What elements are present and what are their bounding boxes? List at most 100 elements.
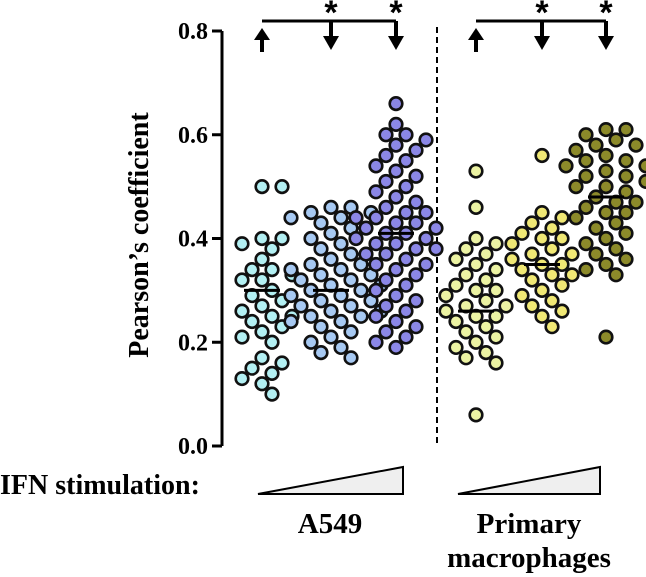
data-point [264, 308, 280, 324]
data-point [608, 215, 624, 231]
data-point [378, 173, 394, 190]
data-point [343, 298, 359, 314]
data-point [578, 168, 594, 184]
data-point [274, 355, 290, 371]
data-point [343, 350, 359, 366]
data-point [398, 277, 414, 293]
data-point [333, 339, 349, 356]
data-point [234, 329, 250, 345]
data-point [388, 163, 404, 179]
data-point [348, 230, 364, 247]
data-point [458, 350, 474, 366]
data-point [368, 158, 384, 174]
data-point [608, 132, 624, 148]
data-point [628, 194, 644, 210]
data-point [564, 246, 580, 262]
data-point [388, 96, 404, 112]
data-point [428, 220, 444, 236]
data-point [388, 313, 404, 330]
y-tick-label: 0.6 [178, 123, 208, 149]
data-point [313, 241, 329, 257]
data-point [638, 158, 646, 174]
data-point [408, 142, 424, 158]
data-point [388, 339, 404, 356]
data-point [313, 293, 329, 309]
data-point [388, 137, 404, 153]
data-point [408, 168, 424, 184]
data-point [244, 262, 260, 278]
data-point [514, 225, 530, 241]
data-point [438, 303, 454, 319]
y-tick-label: 0.0 [178, 434, 208, 460]
data-point [343, 324, 359, 340]
data-point [254, 324, 270, 340]
data-point [333, 210, 349, 226]
data-point [368, 282, 384, 298]
data-point [534, 230, 550, 247]
y-tick-label: 0.4 [178, 227, 208, 253]
data-point [408, 267, 424, 283]
significance-star: * [324, 0, 338, 32]
group-label-macrophages: Primary macrophages [447, 508, 611, 574]
down-arrow-icon [323, 36, 339, 50]
down-arrow-icon [598, 36, 614, 50]
data-point [303, 334, 319, 350]
data-point [398, 153, 414, 169]
data-point [244, 313, 260, 330]
data-point [428, 241, 444, 257]
data-point [598, 121, 614, 138]
data-point [378, 199, 394, 215]
data-points [234, 96, 646, 423]
data-point [343, 246, 359, 262]
data-point [313, 319, 329, 335]
data-point [578, 262, 594, 278]
data-point [368, 184, 384, 200]
up-arrow-icon [468, 28, 484, 40]
data-point [323, 251, 339, 267]
data-point [524, 246, 540, 262]
data-point [264, 365, 280, 381]
data-point [468, 163, 484, 179]
data-point [333, 262, 349, 278]
data-point [534, 204, 550, 221]
data-point [478, 345, 494, 361]
data-point [264, 262, 280, 278]
data-point [558, 158, 574, 174]
stimulation-label: IFN stimulation: [0, 470, 200, 501]
data-point [378, 246, 394, 262]
data-point [378, 298, 394, 314]
data-point [498, 298, 514, 314]
data-point [544, 241, 560, 257]
data-point [283, 210, 299, 226]
data-point [438, 287, 454, 304]
data-point [378, 127, 394, 143]
data-point [398, 179, 414, 195]
data-point [408, 319, 424, 335]
data-point [504, 236, 520, 252]
data-point [608, 241, 624, 257]
data-point [568, 142, 584, 158]
data-point [254, 376, 270, 392]
data-point [274, 179, 290, 195]
data-point [378, 272, 394, 288]
data-point [368, 256, 384, 273]
data-point [418, 230, 434, 247]
data-point [283, 313, 299, 330]
data-point [408, 293, 424, 309]
data-point [598, 147, 614, 164]
data-point [254, 272, 270, 288]
data-point [578, 153, 594, 169]
data-point [388, 287, 404, 304]
data-point [333, 313, 349, 330]
data-point [234, 370, 250, 387]
data-point [234, 303, 250, 319]
data-point [588, 220, 604, 236]
data-point [358, 246, 374, 262]
data-point [504, 251, 520, 267]
data-point [353, 282, 369, 298]
data-point [283, 287, 299, 304]
stimulation-wedge [457, 465, 601, 495]
data-point [448, 277, 464, 293]
data-point [293, 298, 309, 314]
data-point [458, 241, 474, 257]
